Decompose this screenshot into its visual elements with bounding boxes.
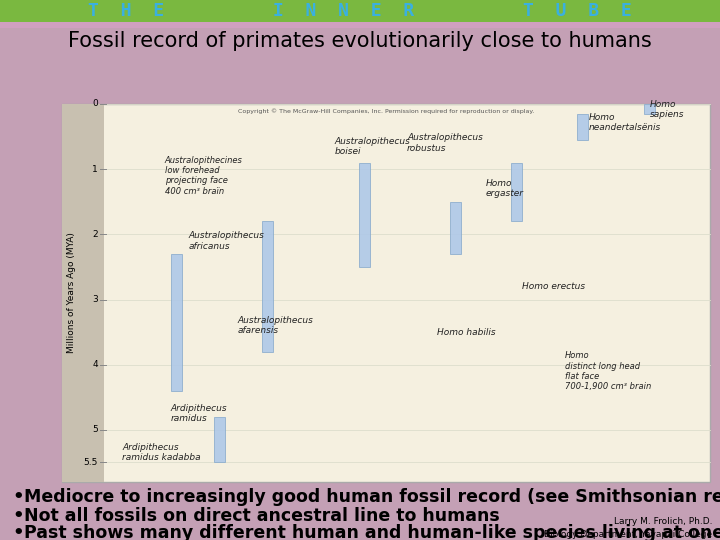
Text: Australopithecus
boisei: Australopithecus boisei: [334, 137, 410, 156]
Text: 4: 4: [92, 360, 98, 369]
Bar: [510, 163, 521, 221]
Text: Not all fossils on direct ancestral line to humans: Not all fossils on direct ancestral line…: [24, 507, 500, 525]
Bar: [62, 104, 104, 482]
Bar: [359, 163, 370, 267]
Text: Homo
sapiens: Homo sapiens: [649, 99, 684, 119]
Text: •: •: [12, 507, 24, 525]
Bar: [450, 202, 461, 254]
Bar: [577, 114, 588, 140]
Text: Australopithecus
robustus: Australopithecus robustus: [407, 133, 483, 153]
Text: 5: 5: [92, 426, 98, 434]
Text: Past shows many different human and human-like species living at one time: Past shows many different human and huma…: [24, 524, 720, 540]
Text: Mediocre to increasingly good human fossil record (see Smithsonian review articl: Mediocre to increasingly good human foss…: [24, 488, 720, 506]
Text: Homo
distinct long head
flat face
700-1,900 cm³ brain: Homo distinct long head flat face 700-1,…: [564, 351, 651, 392]
Text: 2: 2: [92, 230, 98, 239]
Text: •: •: [12, 524, 24, 540]
Text: T  H  E          I  N  N  E  R          T  U  B  E: T H E I N N E R T U B E: [88, 2, 632, 20]
Text: Homo
neandertalsënis: Homo neandertalsënis: [589, 112, 661, 132]
Text: Australopithecines
low forehead
projecting face
400 cm³ braïn: Australopithecines low forehead projecti…: [165, 156, 243, 196]
Text: 3: 3: [92, 295, 98, 304]
Text: Homo habilis: Homo habilis: [437, 328, 496, 336]
Bar: [214, 417, 225, 462]
Text: Larry M. Frolich, Ph.D.
Biology Department, Yavapai College: Larry M. Frolich, Ph.D. Biology Departme…: [544, 517, 712, 539]
Bar: [262, 221, 273, 352]
Text: 0: 0: [92, 99, 98, 109]
Text: •: •: [12, 488, 24, 506]
Text: Copyright © The McGraw-Hill Companies, Inc. Permission required for reproduction: Copyright © The McGraw-Hill Companies, I…: [238, 108, 534, 113]
Text: Australopithecus
afarensis: Australopithecus afarensis: [238, 316, 313, 335]
Text: Ardipithecus
ramidus kadabba: Ardipithecus ramidus kadabba: [122, 443, 201, 462]
Bar: [644, 104, 655, 114]
Bar: [0, 22, 720, 28]
Text: Ardipithecus
ramidus: Ardipithecus ramidus: [171, 404, 228, 423]
Bar: [0, 0, 720, 22]
Text: Millions of Years Ago (MYA): Millions of Years Ago (MYA): [66, 233, 76, 354]
Text: Homo
ergaster: Homo ergaster: [486, 179, 523, 198]
Bar: [62, 104, 710, 482]
Text: 5.5: 5.5: [84, 458, 98, 467]
Text: Fossil record of primates evolutionarily close to humans: Fossil record of primates evolutionarily…: [68, 31, 652, 51]
Text: 1: 1: [92, 165, 98, 174]
Text: Australopithecus
africanus: Australopithecus africanus: [189, 231, 265, 251]
Bar: [171, 254, 182, 391]
Text: Homo erectus: Homo erectus: [522, 282, 585, 291]
